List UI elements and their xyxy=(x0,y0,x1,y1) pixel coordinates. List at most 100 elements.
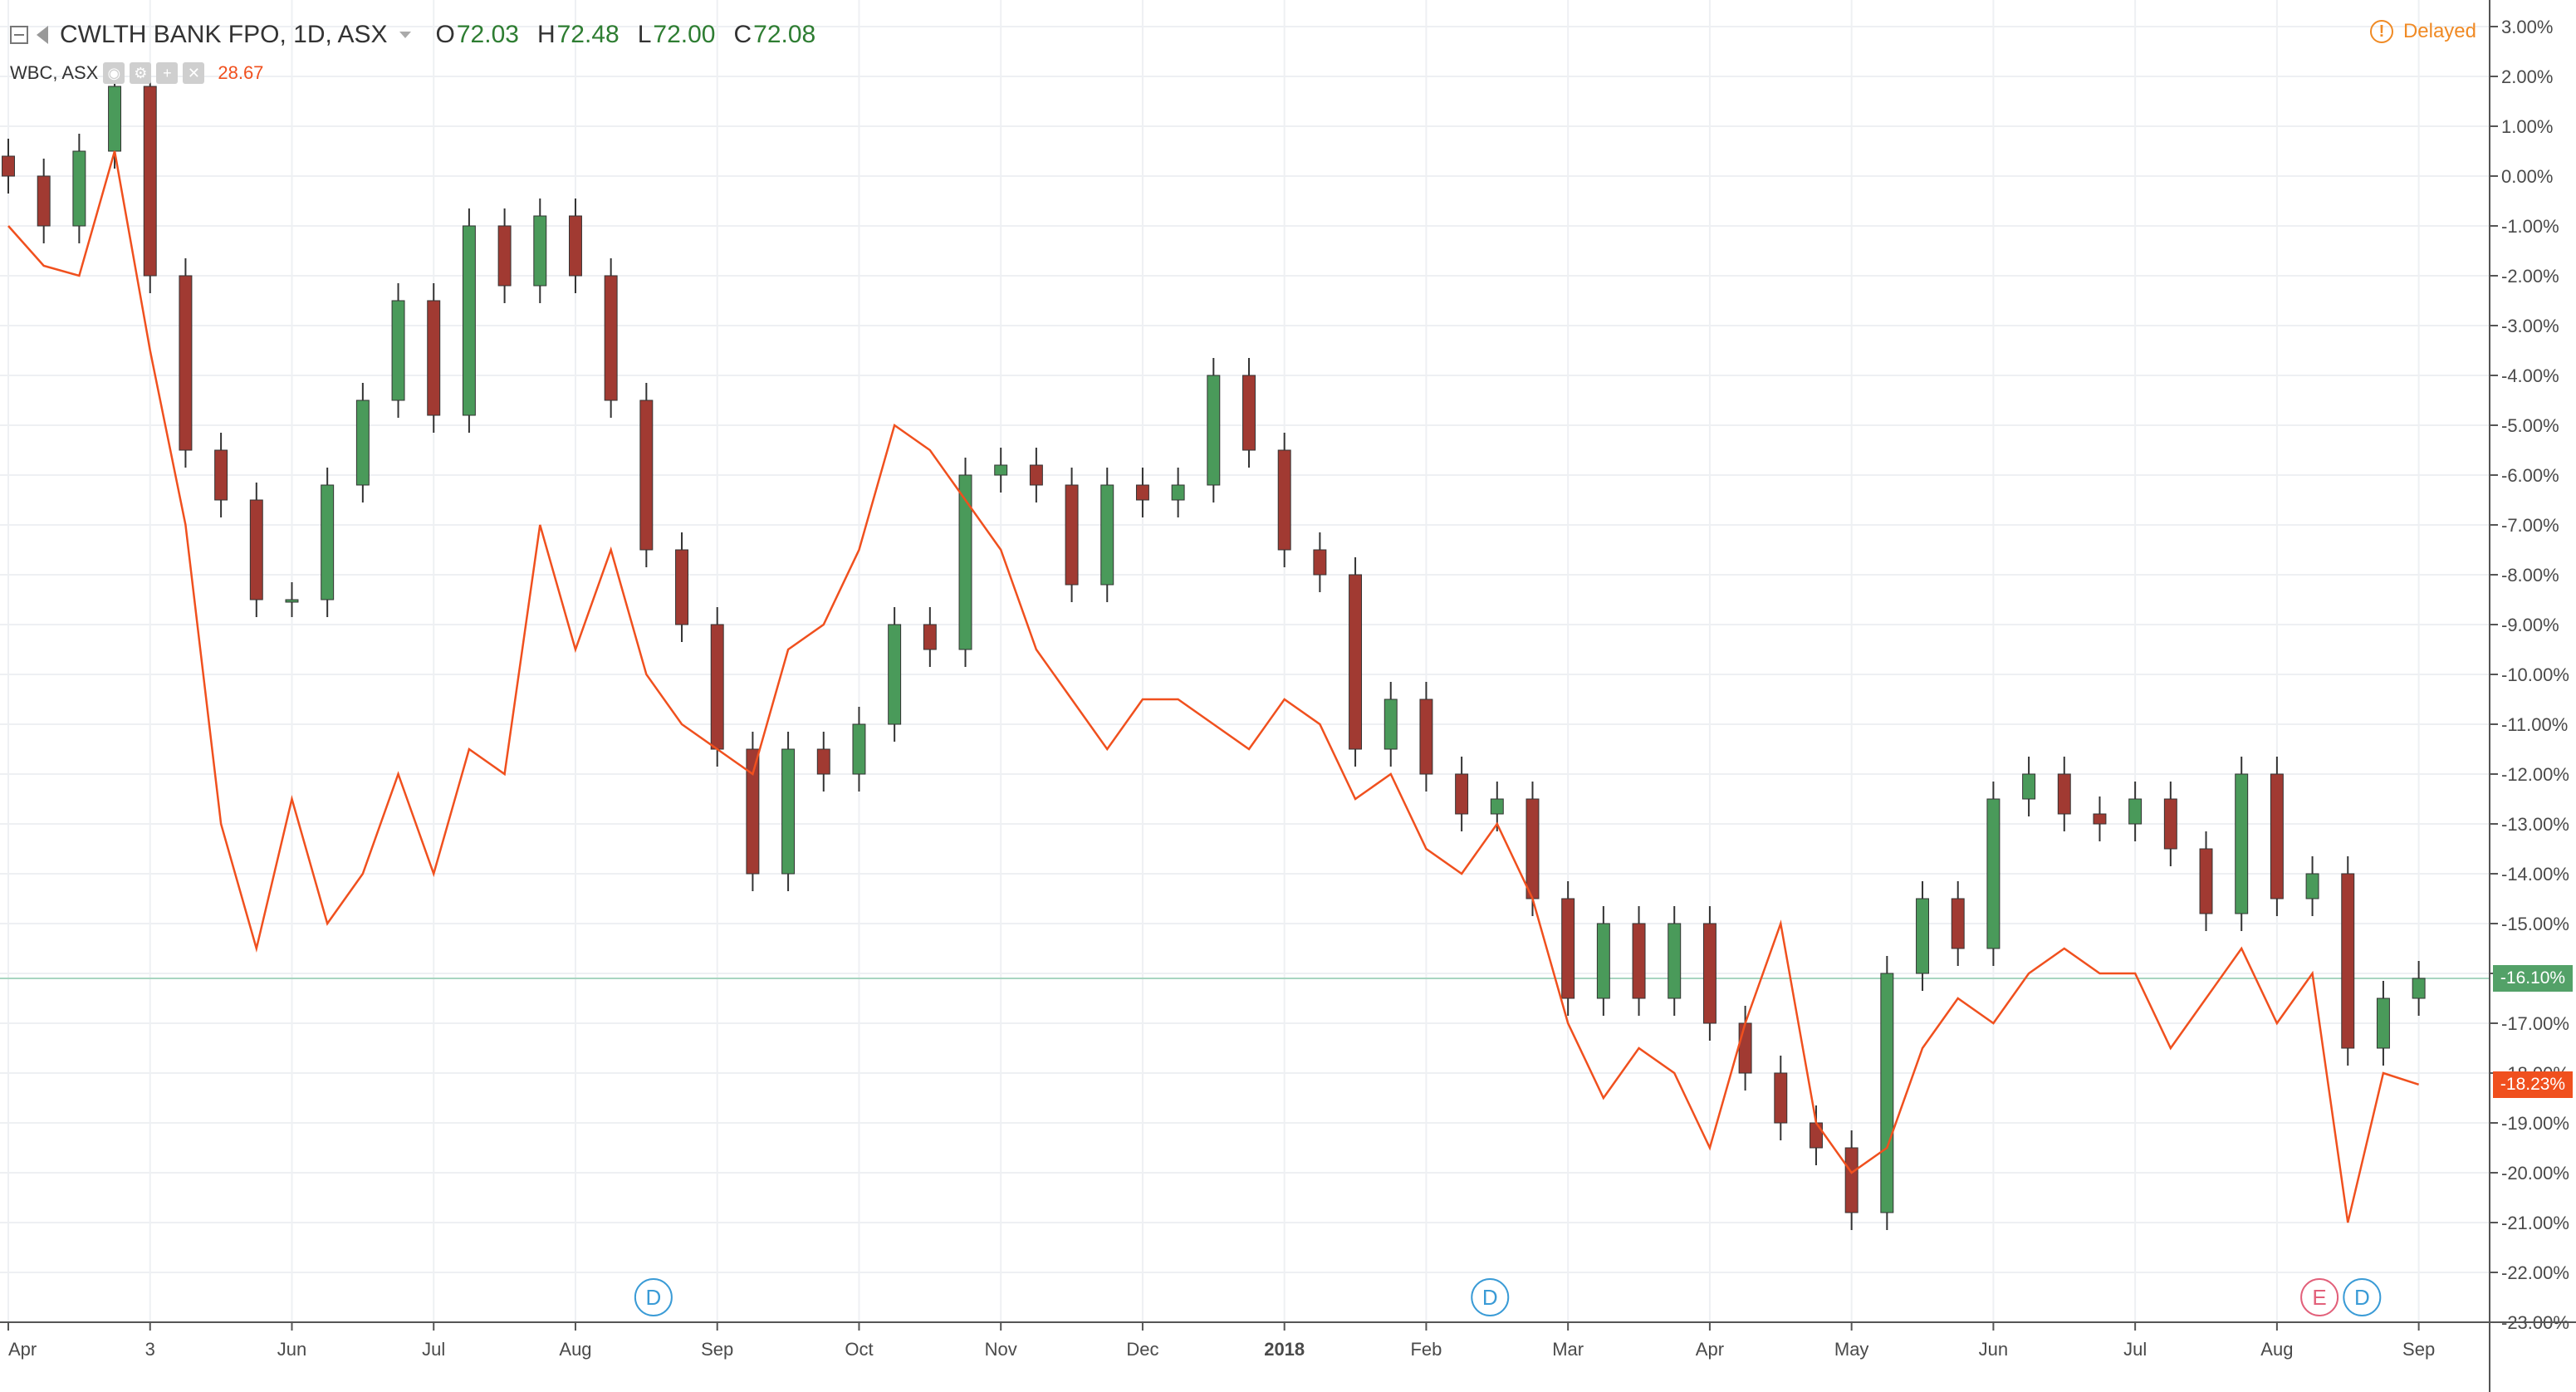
candle-body[interactable] xyxy=(72,150,86,227)
eye-icon[interactable]: ◉ xyxy=(103,62,125,84)
candle-body[interactable] xyxy=(710,624,724,750)
candle-body[interactable] xyxy=(781,748,796,875)
candle-body[interactable] xyxy=(1561,898,1575,999)
candle-body[interactable] xyxy=(2128,798,2143,825)
candle-body[interactable] xyxy=(604,275,618,401)
compare-symbol-title[interactable]: WBC, ASX xyxy=(10,62,99,83)
candle-body[interactable] xyxy=(321,484,335,600)
delayed-status[interactable]: ! Delayed xyxy=(2369,17,2476,47)
candle-body[interactable] xyxy=(2057,773,2071,815)
main-last-value: -16.10% xyxy=(2500,968,2566,988)
x-tick-label: Aug xyxy=(559,1339,591,1360)
compare-series-legend: WBC, ASX ◉ ⚙ + ✕ 28.67 xyxy=(10,58,263,88)
main-symbol-title[interactable]: CWLTH BANK FPO, 1D, ASX xyxy=(60,21,388,48)
close-icon[interactable]: ✕ xyxy=(183,62,205,84)
dividend-marker[interactable] xyxy=(634,1278,673,1316)
collapse-legend-icon[interactable] xyxy=(10,26,28,44)
candle-body[interactable] xyxy=(143,86,157,277)
plus-icon[interactable]: + xyxy=(156,62,179,84)
x-tick-label: Sep xyxy=(2402,1339,2435,1360)
candle-body[interactable] xyxy=(1277,449,1291,551)
candle-body[interactable] xyxy=(1632,923,1646,999)
candle-body[interactable] xyxy=(2376,997,2390,1049)
candle-body[interactable] xyxy=(1419,698,1433,775)
dividend-marker[interactable] xyxy=(2343,1278,2382,1316)
candle-body[interactable] xyxy=(427,300,441,416)
candle-body[interactable] xyxy=(2199,848,2213,914)
x-tick-label: Jun xyxy=(1979,1339,2008,1360)
candle-body[interactable] xyxy=(1242,375,1256,451)
candle-body[interactable] xyxy=(923,624,937,650)
candle-body[interactable] xyxy=(37,175,51,227)
candle-body[interactable] xyxy=(391,300,405,401)
candle-body[interactable] xyxy=(888,624,902,725)
candle-body[interactable] xyxy=(1100,484,1114,586)
candle-body[interactable] xyxy=(1313,549,1327,576)
candle-body[interactable] xyxy=(1596,923,1610,999)
candle-body[interactable] xyxy=(1065,484,1079,586)
candle-body[interactable] xyxy=(1916,898,1929,974)
candle-body[interactable] xyxy=(1207,375,1221,486)
candle-body[interactable] xyxy=(285,599,299,603)
y-tick-label: -9.00% xyxy=(2501,615,2559,635)
candle-body[interactable] xyxy=(2093,813,2107,825)
candle-body[interactable] xyxy=(355,399,370,486)
candle-body[interactable] xyxy=(214,449,228,501)
y-tick-label: -11.00% xyxy=(2501,714,2568,735)
candle-body[interactable] xyxy=(108,86,122,152)
candle-body[interactable] xyxy=(1171,484,1185,501)
candle-body[interactable] xyxy=(994,464,1008,476)
candle-body[interactable] xyxy=(462,225,476,416)
candle-body[interactable] xyxy=(1702,923,1717,1024)
earnings-marker[interactable] xyxy=(2300,1278,2339,1316)
candle-body[interactable] xyxy=(2,155,15,177)
candle-body[interactable] xyxy=(1844,1147,1859,1213)
candle-body[interactable] xyxy=(2305,873,2319,899)
candle-body[interactable] xyxy=(639,399,654,551)
candle-body[interactable] xyxy=(2412,978,2426,999)
candle-body[interactable] xyxy=(958,474,972,650)
ohlc-key-C: C xyxy=(733,21,752,48)
candle-body[interactable] xyxy=(1880,973,1894,1213)
candle-body[interactable] xyxy=(2235,773,2249,914)
candle-body[interactable] xyxy=(1490,798,1504,815)
gear-icon[interactable]: ⚙ xyxy=(130,62,152,84)
candle-body[interactable] xyxy=(1135,484,1149,501)
dividend-marker[interactable] xyxy=(1471,1278,1510,1316)
candle-body[interactable] xyxy=(1526,798,1540,899)
candle-body[interactable] xyxy=(2022,773,2036,800)
ohlc-key-H: H xyxy=(536,21,556,48)
candlestick-series[interactable] xyxy=(2,69,2426,1230)
candle-body[interactable] xyxy=(1774,1072,1788,1124)
candle-body[interactable] xyxy=(2163,798,2177,850)
candle-body[interactable] xyxy=(816,748,830,775)
candle-body[interactable] xyxy=(1951,898,1965,949)
candle-body[interactable] xyxy=(1810,1122,1823,1149)
compare-line-series[interactable] xyxy=(7,150,2420,1223)
candle-body[interactable] xyxy=(1383,698,1398,750)
dividend-marker-label: D xyxy=(645,1285,661,1310)
candle-body[interactable] xyxy=(1668,923,1682,999)
candle-body[interactable] xyxy=(2341,873,2355,1049)
x-tick-label: Jul xyxy=(2123,1339,2147,1360)
compare-line[interactable] xyxy=(7,150,2420,1223)
candle-body[interactable] xyxy=(2270,773,2284,899)
candle-body[interactable] xyxy=(569,215,582,277)
candle-body[interactable] xyxy=(533,215,547,287)
candle-body[interactable] xyxy=(1455,773,1469,815)
candle-body[interactable] xyxy=(497,225,512,287)
candle-body[interactable] xyxy=(1738,1022,1752,1074)
candle-body[interactable] xyxy=(1986,798,2001,949)
x-tick-label: Feb xyxy=(1410,1339,1442,1360)
candle-body[interactable] xyxy=(852,723,866,775)
candle-body[interactable] xyxy=(1029,464,1043,486)
candle-body[interactable] xyxy=(675,549,688,625)
candle-body[interactable] xyxy=(179,275,193,451)
compare-value: 28.67 xyxy=(218,62,264,83)
candle-body[interactable] xyxy=(249,499,263,600)
chevron-down-icon[interactable] xyxy=(399,32,411,38)
candle-body[interactable] xyxy=(1349,574,1363,750)
candle-body[interactable] xyxy=(746,748,760,875)
